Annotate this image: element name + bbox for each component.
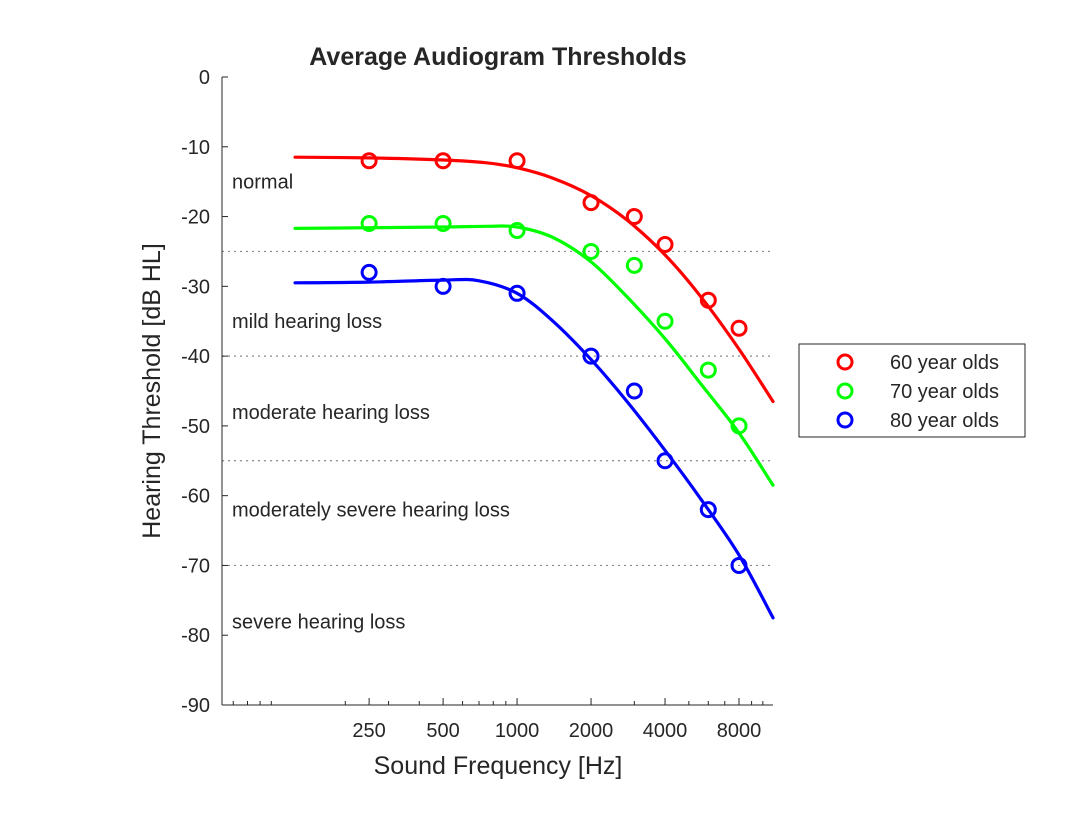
data-point-series-3 bbox=[625, 382, 643, 400]
x-tick-label: 8000 bbox=[717, 720, 762, 742]
legend-label: 80 year olds bbox=[890, 410, 999, 432]
x-tick-label: 250 bbox=[352, 720, 385, 742]
region-label: moderate hearing loss bbox=[232, 402, 430, 424]
x-tick-label: 2000 bbox=[569, 720, 614, 742]
x-tick-label: 500 bbox=[426, 720, 459, 742]
legend-marker bbox=[836, 382, 854, 400]
x-tick-label: 1000 bbox=[495, 720, 540, 742]
chart-title: Average Audiogram Thresholds bbox=[309, 43, 686, 71]
category-lines bbox=[222, 250, 773, 567]
y-axis-label: Hearing Threshold [dB HL] bbox=[138, 243, 166, 539]
y-tick-label: -40 bbox=[181, 346, 210, 368]
y-tick-label: -80 bbox=[181, 625, 210, 647]
y-tick-label: -60 bbox=[181, 486, 210, 508]
fit-line-series-2 bbox=[293, 224, 775, 487]
data-point-series-1 bbox=[730, 319, 748, 337]
fit-line-series-1 bbox=[293, 155, 775, 404]
region-label: normal bbox=[232, 172, 293, 194]
data-point-series-3 bbox=[434, 277, 452, 295]
data-point-series-3 bbox=[730, 556, 748, 574]
y-tick-label: -10 bbox=[181, 137, 210, 159]
data-point-series-2 bbox=[582, 242, 600, 260]
data-point-series-1 bbox=[656, 235, 674, 253]
data-point-series-3 bbox=[508, 284, 526, 302]
x-tick-label: 4000 bbox=[643, 720, 688, 742]
region-label: severe hearing loss bbox=[232, 611, 405, 633]
data-point-series-2 bbox=[360, 215, 378, 233]
x-axis: 250 500 1000 2000 4000 8000 bbox=[222, 698, 773, 742]
y-tick-label: -50 bbox=[181, 416, 210, 438]
data-point-series-2 bbox=[699, 361, 717, 379]
data-point-series-2 bbox=[434, 215, 452, 233]
data-point-series-1 bbox=[699, 291, 717, 309]
data-point-series-1 bbox=[508, 152, 526, 170]
data-point-series-3 bbox=[656, 452, 674, 470]
x-axis-label: Sound Frequency [Hz] bbox=[374, 752, 623, 780]
data-point-series-2 bbox=[730, 417, 748, 435]
y-tick-label: -20 bbox=[181, 207, 210, 229]
data-point-series-3 bbox=[582, 347, 600, 365]
region-label: mild hearing loss bbox=[232, 311, 382, 333]
region-label: moderately severe hearing loss bbox=[232, 500, 510, 522]
region-labels: normal mild hearing loss moderate hearing … bbox=[232, 172, 510, 634]
legend-marker bbox=[836, 411, 854, 429]
y-tick-label: -30 bbox=[181, 276, 210, 298]
data-markers bbox=[360, 152, 748, 574]
legend: 60 year olds 70 year olds 80 year olds bbox=[798, 343, 1026, 438]
data-point-series-1 bbox=[625, 208, 643, 226]
fit-line-series-3 bbox=[293, 277, 775, 620]
data-point-series-1 bbox=[434, 152, 452, 170]
y-tick-label: -70 bbox=[181, 555, 210, 577]
data-point-series-2 bbox=[625, 256, 643, 274]
legend-marker bbox=[836, 353, 854, 371]
y-axis: 0 -10 -20 -30 -40 -50 -60 -70 -80 -90 bbox=[181, 67, 228, 717]
data-point-series-1 bbox=[582, 194, 600, 212]
data-point-series-2 bbox=[656, 312, 674, 330]
legend-label: 70 year olds bbox=[890, 381, 999, 403]
data-point-series-1 bbox=[360, 152, 378, 170]
legend-label: 60 year olds bbox=[890, 352, 999, 374]
data-point-series-3 bbox=[360, 263, 378, 281]
y-tick-label: 0 bbox=[199, 67, 210, 89]
data-point-series-3 bbox=[699, 501, 717, 519]
data-point-series-2 bbox=[508, 222, 526, 240]
y-tick-label: -90 bbox=[181, 695, 210, 717]
fit-lines bbox=[293, 155, 775, 620]
